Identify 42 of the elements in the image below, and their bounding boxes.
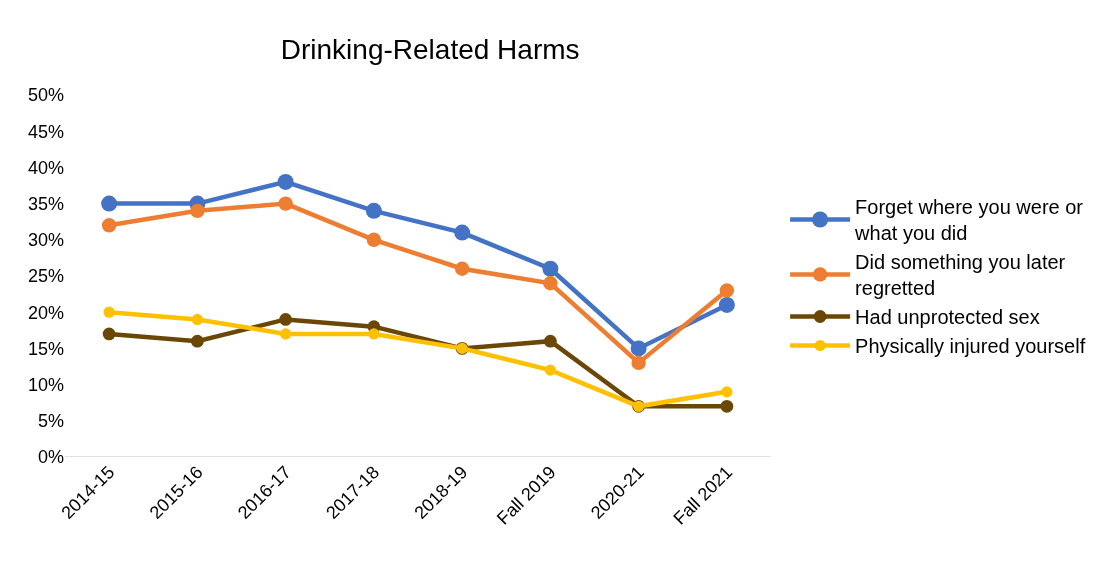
point (103, 306, 115, 318)
y-tick-label: 40% (27, 157, 64, 178)
point (721, 386, 733, 398)
point (190, 203, 205, 219)
y-tick-label: 25% (27, 266, 64, 287)
y-tick-label: 50% (27, 85, 64, 106)
y-tick-label: 30% (27, 230, 64, 251)
point (542, 260, 559, 277)
point (366, 232, 382, 247)
y-tick-label: 15% (27, 338, 64, 359)
chart-title: Drinking-Related Harms (280, 34, 580, 66)
point (191, 313, 203, 326)
point (365, 202, 382, 219)
y-tick-label: 5% (37, 411, 64, 432)
point (102, 327, 116, 341)
legend-label: Did something you later regretted (855, 251, 1066, 300)
point (718, 296, 735, 313)
point (454, 261, 470, 276)
point (544, 364, 556, 376)
point (277, 173, 294, 190)
point (543, 334, 557, 348)
point (279, 313, 293, 326)
point (190, 334, 204, 348)
point (631, 355, 646, 371)
point (543, 276, 558, 291)
point (101, 218, 117, 233)
point (280, 328, 292, 340)
y-tick-label: 45% (27, 121, 64, 142)
point (630, 340, 647, 357)
point (278, 196, 293, 211)
y-tick-label: 10% (27, 374, 64, 395)
y-tick-label: 20% (27, 302, 64, 323)
legend-label: Had unprotected sex (855, 306, 1040, 329)
point (454, 224, 471, 241)
point (101, 195, 118, 212)
point (719, 283, 735, 298)
point (368, 328, 380, 340)
legend-label: Forget where you were or what you did (854, 196, 1084, 245)
y-tick-label: 35% (27, 193, 64, 214)
legend-label: Physically injured yourself (855, 335, 1086, 358)
y-tick-label: 0% (37, 447, 64, 468)
point (720, 399, 734, 413)
